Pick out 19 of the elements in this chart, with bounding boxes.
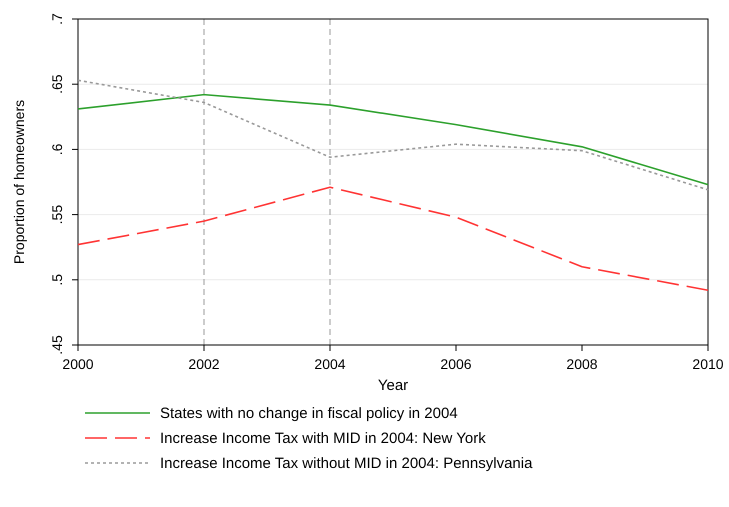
y-tick-label: .45 xyxy=(49,335,65,355)
y-tick-label: .65 xyxy=(49,74,65,94)
legend-label: States with no change in fiscal policy in 2004 xyxy=(160,405,458,422)
y-tick-label: .7 xyxy=(49,12,65,25)
x-tick-label: 2004 xyxy=(314,356,346,372)
x-tick-label: 2006 xyxy=(440,356,472,372)
legend-label: Increase Income Tax with MID in 2004: New York xyxy=(160,430,486,447)
x-tick-label: 2002 xyxy=(188,356,220,372)
x-tick-label: 2008 xyxy=(566,356,598,372)
line-series xyxy=(77,94,709,186)
x-tick-label: 2000 xyxy=(62,356,94,372)
y-tick-label: .6 xyxy=(49,143,65,156)
x-tick-label: 2010 xyxy=(692,356,724,372)
y-tick-label: .55 xyxy=(49,204,65,224)
y-tick-label: .5 xyxy=(49,274,65,286)
line-series xyxy=(77,186,709,292)
legend-label: Increase Income Tax without MID in 2004: Pennsylvania xyxy=(160,455,534,472)
x-axis-title: Year xyxy=(378,377,408,394)
y-axis-title: Proportion of homeowners xyxy=(11,100,27,264)
